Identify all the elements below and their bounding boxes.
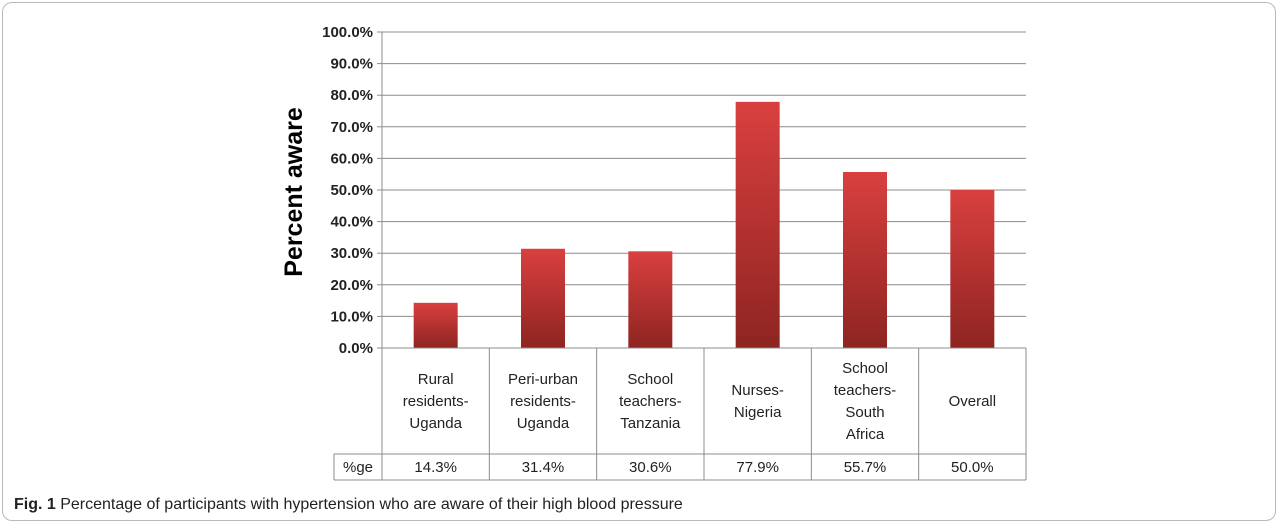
bar <box>628 251 673 348</box>
table-value-cell: 14.3% <box>414 459 457 476</box>
table-value-cell: 50.0% <box>951 459 994 476</box>
bar <box>521 248 565 348</box>
y-tick-label: 0.0% <box>339 340 373 357</box>
x-category-label: Nurses-Nigeria <box>731 382 784 421</box>
caption-text: Percentage of participants with hyperten… <box>55 496 683 513</box>
y-tick-label: 30.0% <box>330 245 373 262</box>
x-category-label: Rural residents-Uganda <box>403 371 469 432</box>
bar-chart: 0.0% 10.0% 20.0% 30.0% 40.0% 50.0% 60.0% 70.0% 8… <box>280 24 1027 481</box>
y-tick-label: 60.0% <box>330 150 373 167</box>
y-axis-label: Percent aware <box>280 107 308 277</box>
caption-label: Fig. 1 <box>14 496 56 513</box>
x-category-label: School teachers-South Africa <box>834 360 897 443</box>
y-tick-label: 50.0% <box>330 182 373 199</box>
x-category-label: Peri-urban residents-Uganda <box>508 371 578 432</box>
y-tick-label: 90.0% <box>330 56 373 73</box>
y-tick-label: 20.0% <box>330 277 373 294</box>
x-category-label: Overall <box>949 393 997 410</box>
table-row-label: %ge <box>343 459 373 476</box>
y-tick-label: 10.0% <box>330 308 373 325</box>
bar <box>413 302 458 348</box>
y-tick-label: 100.0% <box>322 24 373 41</box>
bar <box>735 101 780 348</box>
y-tick-label: 80.0% <box>330 87 373 104</box>
y-tick-label: 40.0% <box>330 214 373 231</box>
x-category-label: School teachers-Tanzania <box>619 371 682 432</box>
y-tick-label: 70.0% <box>330 119 373 136</box>
table-value-cell: 30.6% <box>629 459 672 476</box>
bar <box>843 171 887 348</box>
figure-caption: Fig. 1 Percentage of participants with h… <box>14 496 683 514</box>
table-value-cell: 77.9% <box>736 459 779 476</box>
table-value-cell: 31.4% <box>522 459 565 476</box>
bar <box>950 190 995 348</box>
table-value-cell: 55.7% <box>844 459 887 476</box>
